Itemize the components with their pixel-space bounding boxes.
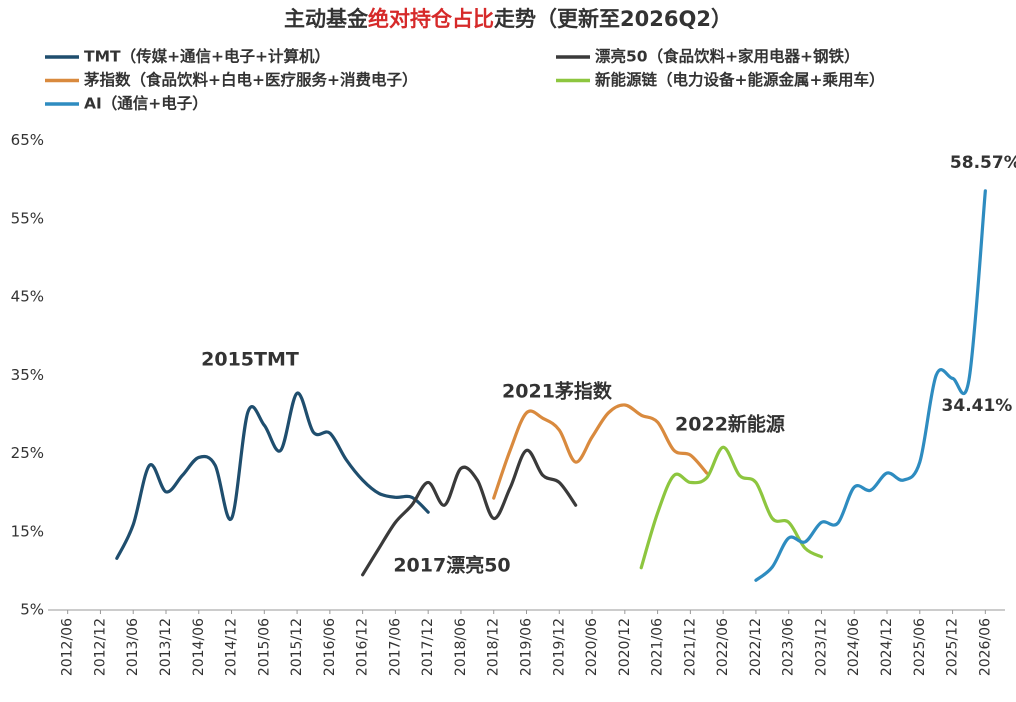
y-tick-label: 45% <box>11 288 44 306</box>
annotation: 2021茅指数 <box>502 380 613 403</box>
x-tick-label: 2012/06 <box>60 618 76 676</box>
annotation: 2017漂亮50 <box>393 554 510 577</box>
title-part: 走势（更新至2026Q2） <box>494 7 732 31</box>
x-tick-label: 2017/06 <box>387 618 403 676</box>
data-label: 34.41% <box>942 396 1013 416</box>
data-label: 58.57% <box>950 153 1016 173</box>
x-tick-label: 2025/12 <box>945 618 961 676</box>
x-tick-label: 2021/06 <box>650 618 666 676</box>
x-tick-label: 2026/06 <box>977 618 993 676</box>
x-tick-label: 2015/06 <box>256 618 272 676</box>
x-tick-label: 2016/12 <box>355 618 371 676</box>
legend-label: 漂亮50（食品饮料+家用电器+钢铁） <box>595 47 860 66</box>
series-line <box>115 391 430 560</box>
series-line <box>639 445 824 570</box>
x-tick-label: 2019/12 <box>551 618 567 676</box>
y-tick-label: 25% <box>11 444 44 462</box>
x-tick-label: 2021/12 <box>682 618 698 676</box>
x-tick-label: 2022/12 <box>748 618 764 676</box>
chart-title: 主动基金绝对持仓占比走势（更新至2026Q2） <box>284 7 732 31</box>
legend-label: 茅指数（食品饮料+白电+医疗服务+消费电子） <box>84 70 417 89</box>
x-tick-label: 2018/06 <box>453 618 469 676</box>
x-tick-label: 2022/06 <box>715 618 731 676</box>
x-tick-label: 2024/06 <box>846 618 862 676</box>
x-tick-label: 2023/06 <box>781 618 797 676</box>
x-tick-label: 2014/12 <box>224 618 240 676</box>
series-line <box>361 448 578 577</box>
x-tick-label: 2019/06 <box>519 618 535 676</box>
x-tick-label: 2020/06 <box>584 618 600 676</box>
x-tick-label: 2023/12 <box>813 618 829 676</box>
x-tick-label: 2013/12 <box>158 618 174 676</box>
x-tick-label: 2014/06 <box>191 618 207 676</box>
x-tick-label: 2012/12 <box>92 618 108 676</box>
y-tick-label: 5% <box>20 601 44 619</box>
annotation: 2022新能源 <box>675 413 785 436</box>
x-tick-label: 2015/12 <box>289 618 305 676</box>
x-tick-label: 2016/06 <box>322 618 338 676</box>
legend-label: AI（通信+电子） <box>84 94 208 113</box>
title-highlight: 绝对持仓占比 <box>368 7 494 31</box>
legend-label: TMT（传媒+通信+电子+计算机） <box>84 47 330 66</box>
title-part: 主动基金 <box>284 7 369 31</box>
annotation: 2015TMT <box>201 349 299 371</box>
y-tick-label: 55% <box>11 209 44 227</box>
legend-label: 新能源链（电力设备+能源金属+乘用车） <box>595 70 884 89</box>
x-tick-label: 2017/12 <box>420 618 436 676</box>
series-line <box>492 403 709 500</box>
y-tick-label: 65% <box>11 131 44 149</box>
series-line <box>754 189 987 582</box>
x-tick-label: 2024/12 <box>879 618 895 676</box>
y-tick-label: 15% <box>11 522 44 540</box>
x-tick-label: 2025/06 <box>912 618 928 676</box>
x-tick-label: 2020/12 <box>617 618 633 676</box>
x-tick-label: 2018/12 <box>486 618 502 676</box>
y-tick-label: 35% <box>11 366 44 384</box>
x-tick-label: 2013/06 <box>125 618 141 676</box>
